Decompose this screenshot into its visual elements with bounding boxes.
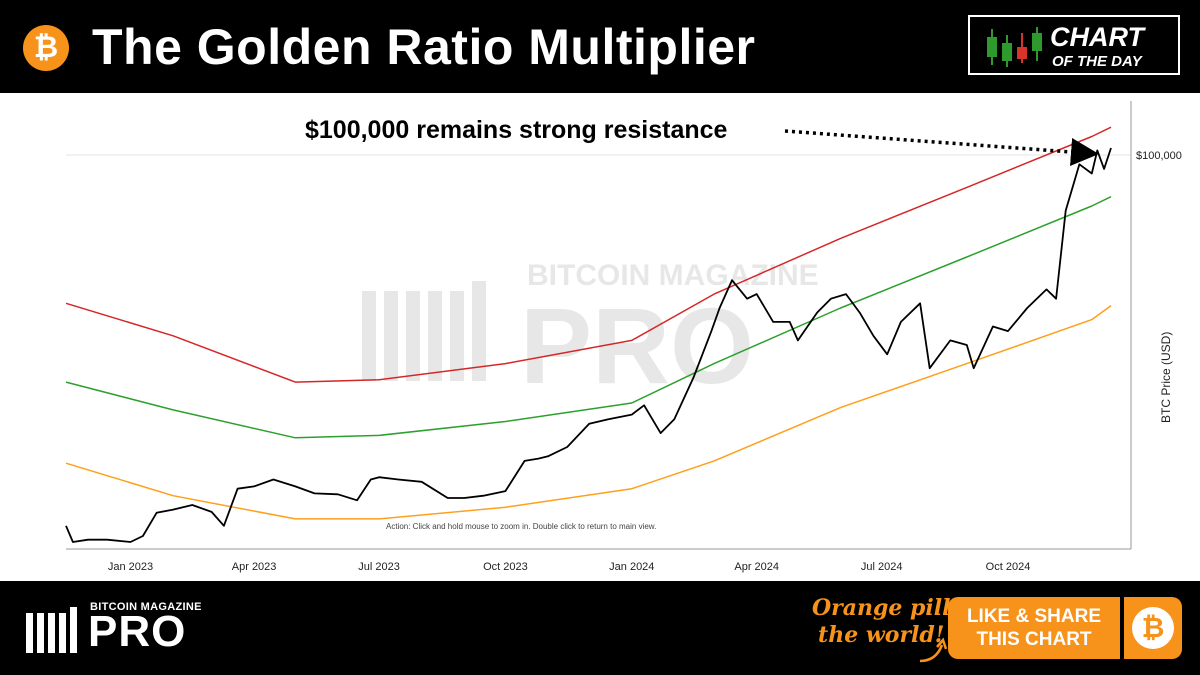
cta-line2: THIS CHART <box>976 629 1092 650</box>
bitcoin-magazine-pro-logo-icon <box>26 607 77 653</box>
watermark-line2: PRO <box>520 285 754 406</box>
zoom-hint: Action: Click and hold mouse to zoom in.… <box>386 522 656 531</box>
cta-bitcoin-button[interactable]: ₿ <box>1124 597 1182 659</box>
x-tick-label: Jul 2024 <box>861 561 903 573</box>
slogan: Orange pill the world! <box>812 595 951 649</box>
badge-line2: OF THE DAY <box>1052 53 1142 70</box>
annotation-arrow <box>784 129 1099 166</box>
cta-line1: LIKE & SHARE <box>966 606 1102 627</box>
series-line-3 <box>65 147 1112 543</box>
like-share-button[interactable]: LIKE & SHARE THIS CHART <box>948 597 1120 659</box>
brand-small-text: BITCOIN MAGAZINE <box>90 601 202 613</box>
series-line-1 <box>65 196 1112 439</box>
y-tick-label: $100,000 <box>1136 150 1182 162</box>
x-tick-label: Oct 2023 <box>483 561 528 573</box>
x-tick-label: Oct 2024 <box>986 561 1031 573</box>
x-tick-label: Jan 2024 <box>609 561 654 573</box>
badge-line1: CHART <box>1050 22 1144 52</box>
watermark-logo-icon <box>362 281 486 381</box>
slogan-line1: Orange pill <box>812 595 951 621</box>
annotation-text: $100,000 remains strong resistance <box>305 116 728 144</box>
golden-ratio-chart[interactable]: BITCOIN MAGAZINE PRO Jan 2023 Apr 2023 Jul… <box>0 93 1200 581</box>
x-tick-label: Apr 2024 <box>734 561 779 573</box>
x-tick-label: Apr 2023 <box>232 561 277 573</box>
header-bar: ₿ The Golden Ratio Multiplier CHART OF T… <box>0 0 1200 93</box>
footer-bar: BITCOIN MAGAZINE PRO Orange pill the wor… <box>0 581 1200 675</box>
page-title: The Golden Ratio Multiplier <box>92 19 756 75</box>
chart-of-the-day-badge: CHART OF THE DAY <box>968 15 1180 75</box>
watermark: BITCOIN MAGAZINE PRO <box>362 259 819 406</box>
x-tick-label: Jan 2023 <box>108 561 153 573</box>
bitcoin-icon: ₿ <box>1132 607 1174 649</box>
curved-arrow-icon <box>919 637 948 663</box>
x-tick-label: Jul 2023 <box>358 561 400 573</box>
chart-area[interactable]: BITCOIN MAGAZINE PRO Jan 2023 Apr 2023 Jul… <box>0 93 1200 581</box>
y-axis-title: BTC Price (USD) <box>1159 332 1173 423</box>
brand-big-text: PRO <box>88 607 187 656</box>
watermark-line1: BITCOIN MAGAZINE <box>527 259 819 292</box>
candlestick-icon <box>987 27 1042 67</box>
slogan-line2: the world! <box>818 622 945 648</box>
series-line-0 <box>65 126 1112 383</box>
bitcoin-logo-icon: ₿ <box>23 25 69 71</box>
series-line-2 <box>65 304 1112 520</box>
